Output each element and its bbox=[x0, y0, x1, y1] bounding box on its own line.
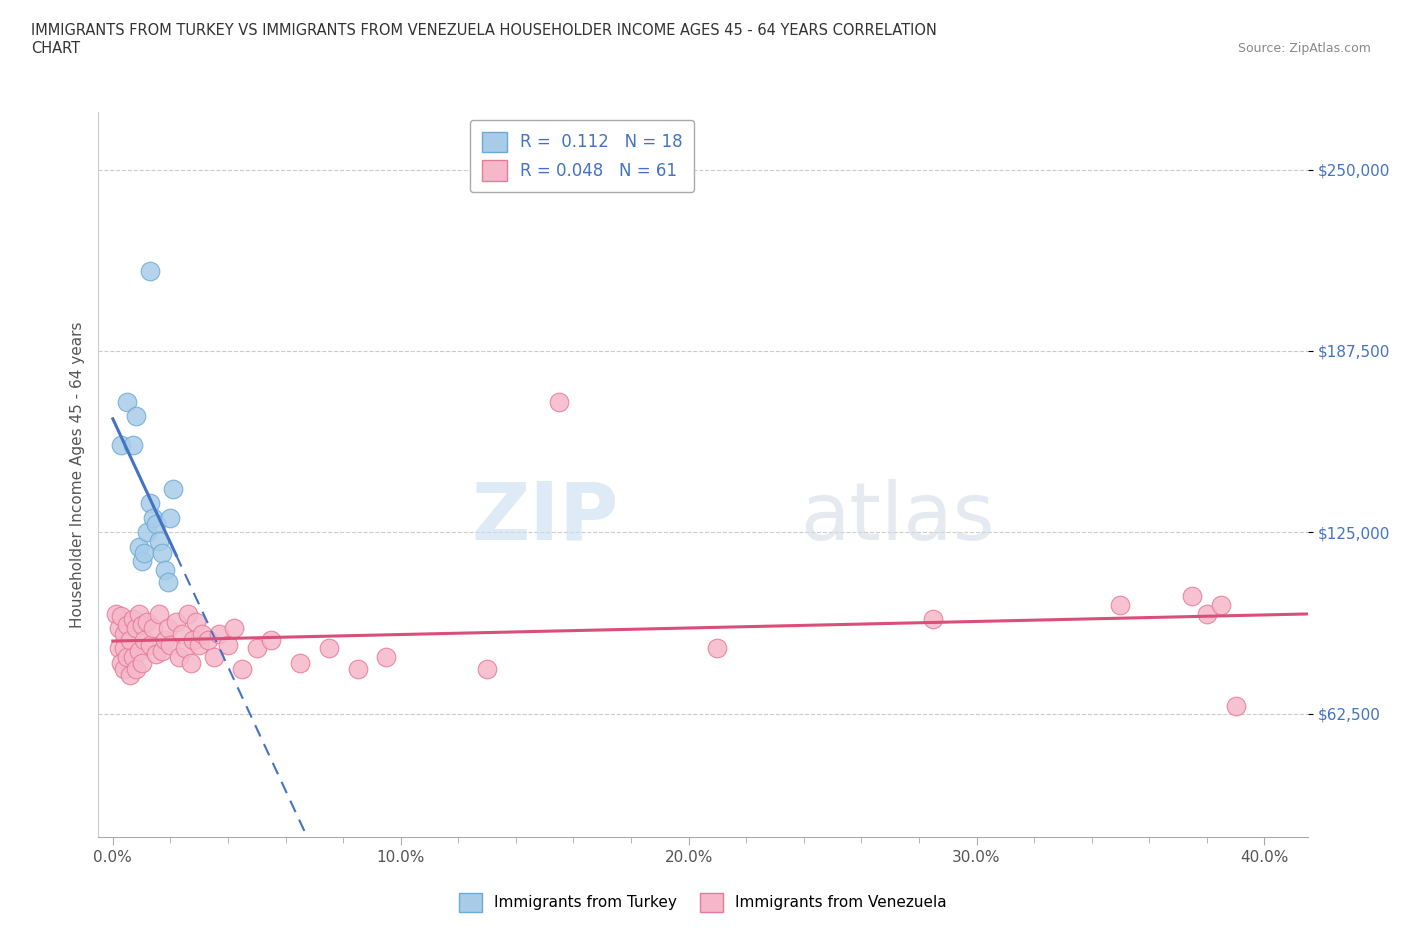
Point bbox=[110, 438, 132, 453]
Point bbox=[1225, 699, 1247, 714]
Point bbox=[231, 661, 253, 676]
Point bbox=[115, 650, 138, 665]
Point bbox=[150, 644, 173, 658]
Text: Source: ZipAtlas.com: Source: ZipAtlas.com bbox=[1237, 42, 1371, 55]
Point bbox=[346, 661, 368, 676]
Legend: R =  0.112   N = 18, R = 0.048   N = 61: R = 0.112 N = 18, R = 0.048 N = 61 bbox=[470, 120, 695, 193]
Point bbox=[548, 394, 571, 409]
Point bbox=[142, 511, 165, 525]
Point bbox=[112, 627, 135, 642]
Point bbox=[176, 606, 198, 621]
Point bbox=[148, 606, 170, 621]
Point bbox=[1211, 597, 1233, 612]
Point bbox=[165, 615, 187, 630]
Point bbox=[125, 409, 148, 424]
Point bbox=[131, 656, 153, 671]
Text: atlas: atlas bbox=[800, 479, 994, 557]
Point bbox=[104, 606, 127, 621]
Point bbox=[136, 525, 159, 539]
Point bbox=[246, 641, 269, 656]
Point bbox=[125, 620, 148, 635]
Point bbox=[125, 661, 148, 676]
Point bbox=[110, 656, 132, 671]
Point bbox=[128, 644, 150, 658]
Point bbox=[1195, 606, 1218, 621]
Point bbox=[375, 650, 398, 665]
Point bbox=[167, 650, 190, 665]
Point bbox=[180, 656, 202, 671]
Point bbox=[202, 650, 225, 665]
Point bbox=[107, 641, 129, 656]
Point bbox=[139, 638, 162, 653]
Point bbox=[188, 638, 211, 653]
Point bbox=[197, 632, 219, 647]
Point bbox=[159, 511, 181, 525]
Point bbox=[139, 264, 162, 279]
Point bbox=[156, 620, 179, 635]
Point bbox=[131, 618, 153, 632]
Point bbox=[131, 554, 153, 569]
Y-axis label: Householder Income Ages 45 - 64 years: Householder Income Ages 45 - 64 years bbox=[69, 321, 84, 628]
Point bbox=[122, 612, 145, 627]
Point bbox=[156, 574, 179, 589]
Text: ZIP: ZIP bbox=[471, 479, 619, 557]
Point bbox=[142, 620, 165, 635]
Point bbox=[191, 627, 214, 642]
Point bbox=[706, 641, 728, 656]
Point bbox=[173, 641, 195, 656]
Point bbox=[107, 620, 129, 635]
Point bbox=[162, 482, 184, 497]
Point bbox=[922, 612, 945, 627]
Point bbox=[136, 615, 159, 630]
Point bbox=[110, 609, 132, 624]
Point bbox=[128, 606, 150, 621]
Point bbox=[134, 545, 156, 560]
Point bbox=[145, 646, 167, 661]
Point bbox=[170, 627, 193, 642]
Point bbox=[128, 539, 150, 554]
Point bbox=[112, 661, 135, 676]
Legend: Immigrants from Turkey, Immigrants from Venezuela: Immigrants from Turkey, Immigrants from … bbox=[453, 887, 953, 918]
Point bbox=[260, 632, 283, 647]
Point bbox=[150, 545, 173, 560]
Point bbox=[153, 563, 176, 578]
Point bbox=[120, 667, 142, 682]
Point bbox=[217, 638, 239, 653]
Point bbox=[122, 438, 145, 453]
Point bbox=[115, 618, 138, 632]
Point bbox=[222, 620, 245, 635]
Point bbox=[134, 632, 156, 647]
Point bbox=[186, 615, 208, 630]
Point bbox=[208, 627, 231, 642]
Point bbox=[159, 638, 181, 653]
Point bbox=[145, 516, 167, 531]
Point bbox=[1109, 597, 1132, 612]
Point bbox=[475, 661, 498, 676]
Point bbox=[115, 394, 138, 409]
Point bbox=[139, 496, 162, 511]
Point bbox=[183, 632, 205, 647]
Point bbox=[148, 534, 170, 549]
Point bbox=[1181, 589, 1204, 604]
Point bbox=[318, 641, 340, 656]
Point bbox=[112, 641, 135, 656]
Point bbox=[288, 656, 311, 671]
Text: IMMIGRANTS FROM TURKEY VS IMMIGRANTS FROM VENEZUELA HOUSEHOLDER INCOME AGES 45 -: IMMIGRANTS FROM TURKEY VS IMMIGRANTS FRO… bbox=[31, 23, 936, 56]
Point bbox=[120, 632, 142, 647]
Point bbox=[122, 650, 145, 665]
Point bbox=[153, 632, 176, 647]
